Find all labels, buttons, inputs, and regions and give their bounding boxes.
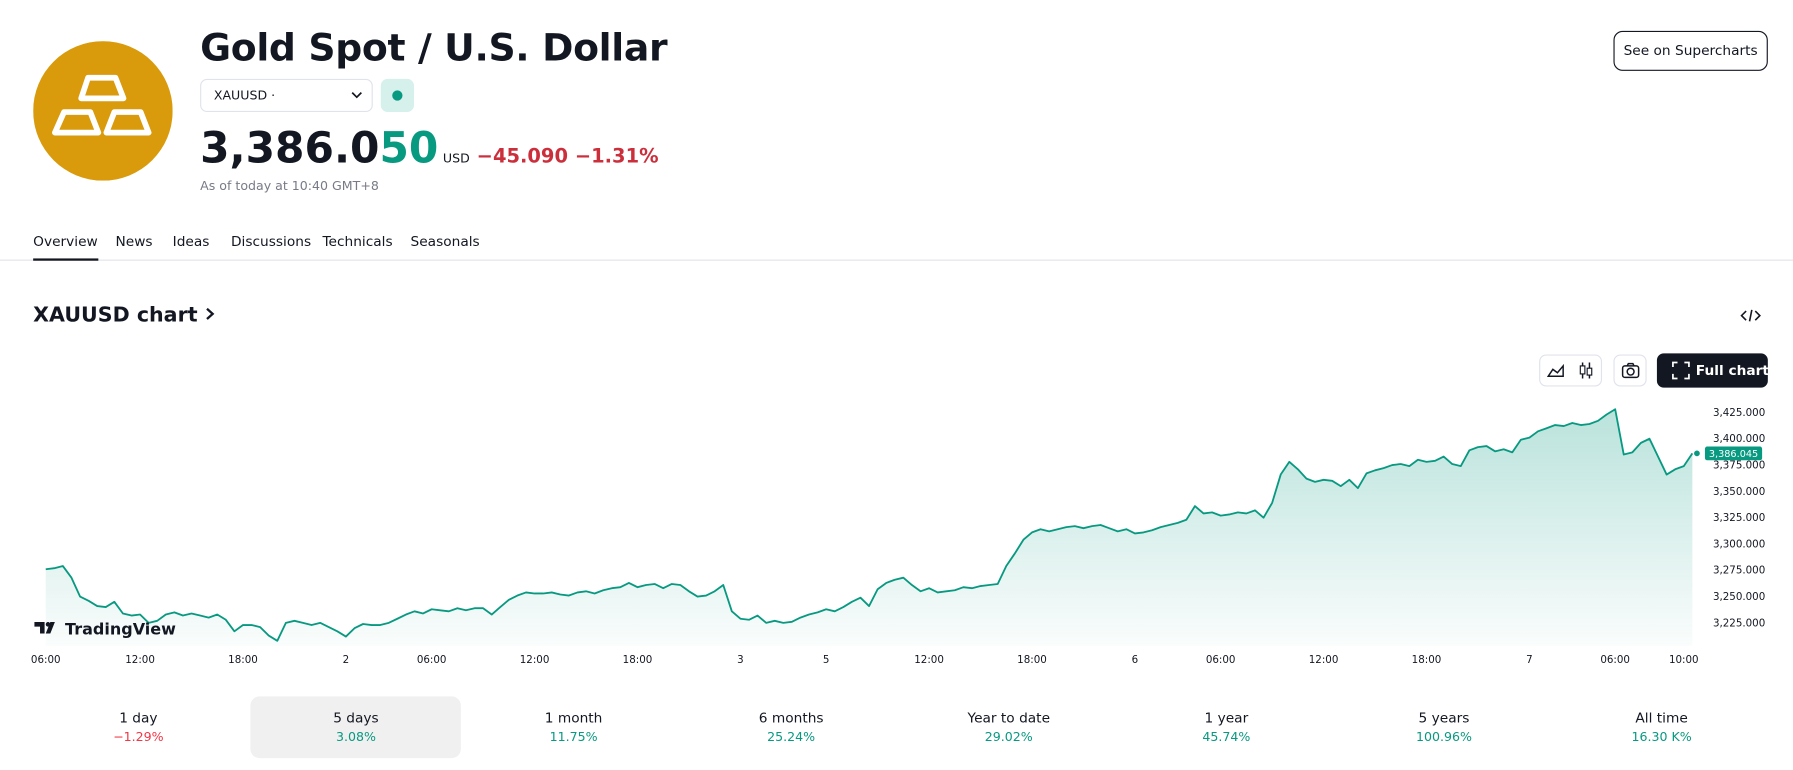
x-tick-label: 18:00 xyxy=(228,654,258,666)
period-change: 29.02% xyxy=(984,729,1033,745)
chart-type-toggle xyxy=(1539,354,1603,387)
area xyxy=(45,409,1693,647)
x-tick-label: 18:00 xyxy=(623,654,653,666)
last-price-box xyxy=(1704,446,1763,461)
period-change: 3.08% xyxy=(335,729,376,745)
as-of: As of today at 10:40 GMT+8 xyxy=(200,178,379,194)
x-tick-label: 3 xyxy=(737,654,744,666)
x-tick-label: 06:00 xyxy=(417,654,447,666)
symbol-select[interactable]: XAUUSD · xyxy=(200,78,373,113)
period[interactable]: 5 years 100.96% xyxy=(1339,696,1549,758)
period[interactable]: All time 16.30 K% xyxy=(1556,696,1766,758)
x-tick-label: 18:00 xyxy=(1017,654,1047,666)
tab[interactable]: Discussions xyxy=(230,233,312,250)
x-tick-label: 06:00 xyxy=(1600,654,1630,666)
period[interactable]: 6 months 25.24% xyxy=(686,696,896,758)
period[interactable]: 1 year 45.74% xyxy=(1121,696,1331,758)
watermark: TradingView xyxy=(34,621,176,639)
x-tick-label: 12:00 xyxy=(914,654,944,666)
period-label: 6 months xyxy=(758,710,824,727)
x-tick-label: 5 xyxy=(823,654,830,666)
y-tick-label: 3,225.000 xyxy=(1713,617,1765,629)
period[interactable]: 1 day −1.29% xyxy=(33,696,243,758)
y-tick-label: 3,325.000 xyxy=(1713,512,1765,524)
y-tick-label: 3,300.000 xyxy=(1713,538,1765,550)
x-tick-label: 12:00 xyxy=(520,654,550,666)
chevron xyxy=(351,92,362,99)
line xyxy=(45,408,1694,642)
period[interactable]: 5 days 3.08% xyxy=(250,696,462,759)
last-price-dot xyxy=(1694,450,1700,457)
period-label: 1 day xyxy=(119,710,158,727)
market-status[interactable] xyxy=(380,78,414,113)
full-chart-label: Full chart xyxy=(1695,362,1769,379)
period-label: All time xyxy=(1635,710,1688,727)
x-tick-label: 06:00 xyxy=(1206,654,1236,666)
watermark-logo xyxy=(34,622,55,634)
tab[interactable]: News xyxy=(115,233,153,250)
period-label: 1 month xyxy=(544,710,603,727)
period-change: 45.74% xyxy=(1202,729,1251,745)
x-tick-label: 7 xyxy=(1526,654,1533,666)
expand-icon xyxy=(1672,361,1690,380)
period-change: 100.96% xyxy=(1415,729,1472,745)
y-tick-label: 3,375.000 xyxy=(1713,459,1765,471)
period-change: 16.30 K% xyxy=(1631,729,1692,745)
tab[interactable]: Ideas xyxy=(172,233,210,250)
period[interactable]: 1 month 11.75% xyxy=(468,696,678,758)
period-label: 5 days xyxy=(333,710,379,727)
y-tick-label: 3,425.000 xyxy=(1713,407,1765,419)
period-label: 5 years xyxy=(1418,710,1470,727)
y-tick-label: 3,275.000 xyxy=(1713,565,1765,577)
snapshot-button[interactable] xyxy=(1613,354,1647,387)
x-tick-label: 2 xyxy=(343,654,350,666)
price-tail: 50 xyxy=(379,123,439,173)
tab[interactable]: Seasonals xyxy=(410,233,480,250)
x-tick-label: 06:00 xyxy=(31,654,61,666)
watermark-text: TradingView xyxy=(65,620,176,640)
period-label: 1 year xyxy=(1204,710,1249,727)
x-tick-label: 18:00 xyxy=(1412,654,1442,666)
section-title[interactable]: XAUUSD chart xyxy=(33,303,216,327)
symbol: XAUUSD · xyxy=(213,88,276,103)
logo xyxy=(33,41,173,181)
camera-icon xyxy=(1621,362,1640,379)
y-tick-label: 3,400.000 xyxy=(1713,433,1765,445)
tab[interactable]: Overview xyxy=(33,233,98,261)
x-tick-label: 6 xyxy=(1132,654,1139,666)
x-tick-label: 12:00 xyxy=(125,654,155,666)
period-change: 11.75% xyxy=(549,729,598,745)
x-tick-label: 12:00 xyxy=(1309,654,1339,666)
change: −45.090 xyxy=(476,145,568,169)
change-pct: −1.31% xyxy=(574,145,659,169)
title: Gold Spot / U.S. Dollar xyxy=(200,25,668,70)
price-main: 3,386.0 xyxy=(200,123,380,173)
last-price-label: 3,386.045 xyxy=(1709,449,1758,460)
period-change: 25.24% xyxy=(767,729,816,745)
candle-icon[interactable] xyxy=(1576,360,1597,381)
supercharts-button[interactable]: See on Supercharts xyxy=(1613,30,1768,71)
tab[interactable]: Technicals xyxy=(322,233,393,250)
x-tick-label: 10:00 xyxy=(1669,654,1699,666)
chevron xyxy=(206,307,215,320)
currency: USD xyxy=(442,150,470,166)
y-tick-label: 3,250.000 xyxy=(1713,591,1765,603)
area-icon[interactable] xyxy=(1546,361,1567,379)
period-label: Year to date xyxy=(967,710,1051,727)
full-chart-button[interactable]: Full chart xyxy=(1656,353,1769,388)
price: 3,386.050 USD −45.090 −1.31% xyxy=(200,123,658,172)
y-tick-label: 3,350.000 xyxy=(1713,486,1765,498)
tabs: Overview News Ideas Discussions Technicals Se… xyxy=(0,233,1793,261)
period-change: −1.29% xyxy=(113,729,164,745)
period[interactable]: Year to date 29.02% xyxy=(904,696,1114,758)
section-title-text: XAUUSD chart xyxy=(33,303,198,328)
embed-icon[interactable] xyxy=(1740,308,1761,324)
